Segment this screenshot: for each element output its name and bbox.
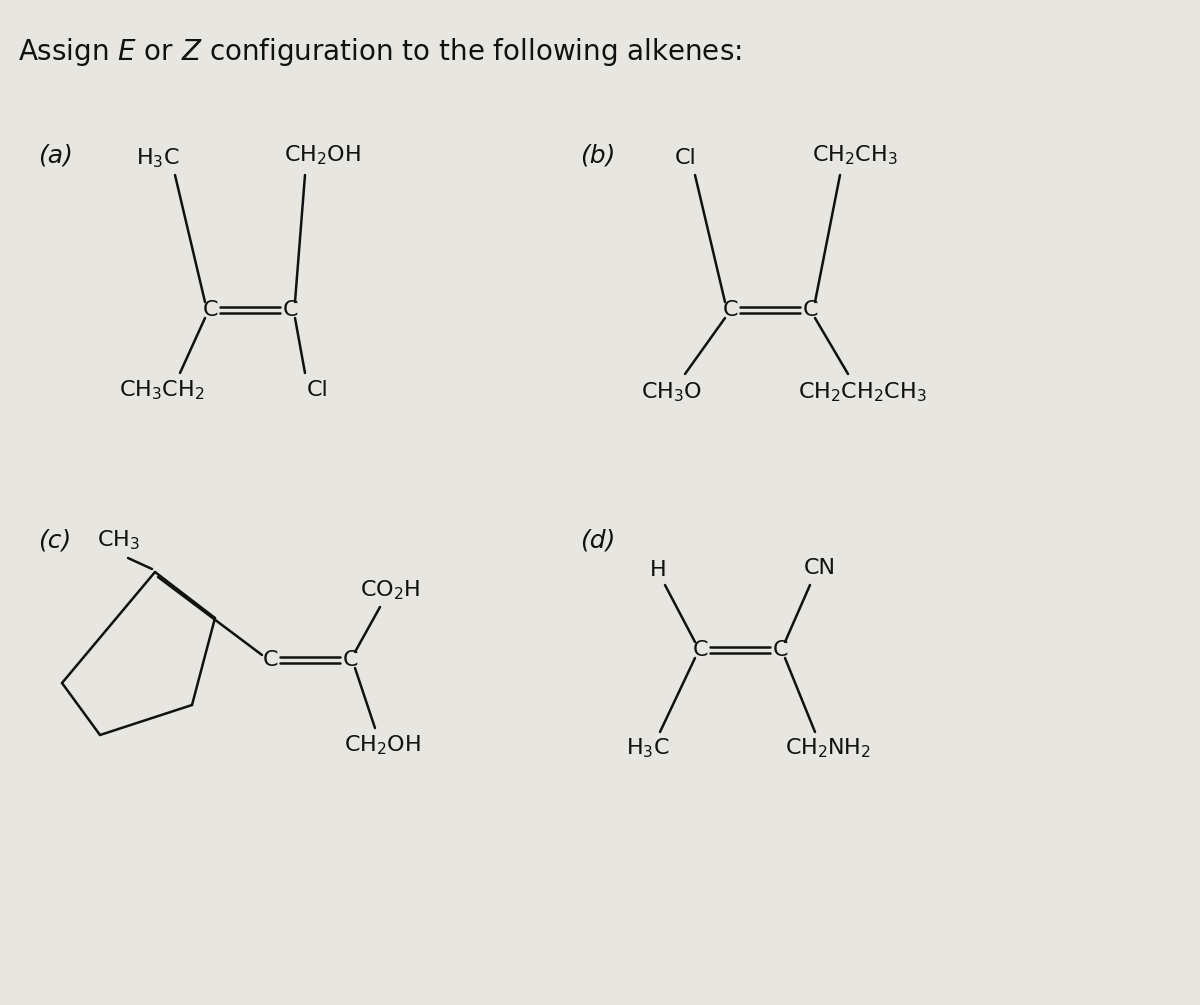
Text: CH$_3$O: CH$_3$O	[641, 380, 703, 404]
Text: Assign $E$ or $Z$ configuration to the following alkenes:: Assign $E$ or $Z$ configuration to the f…	[18, 36, 742, 68]
Text: (c): (c)	[38, 528, 71, 552]
Text: H: H	[649, 560, 666, 580]
Text: Cl: Cl	[307, 380, 329, 400]
Text: C: C	[722, 300, 738, 320]
Text: CH$_2$CH$_3$: CH$_2$CH$_3$	[812, 143, 898, 167]
Text: C: C	[342, 650, 358, 670]
Text: CH$_2$OH: CH$_2$OH	[283, 143, 360, 167]
Text: CO$_2$H: CO$_2$H	[360, 578, 420, 602]
Text: C: C	[263, 650, 277, 670]
Text: (b): (b)	[580, 143, 616, 167]
Text: CN: CN	[804, 558, 836, 578]
Text: (a): (a)	[38, 143, 73, 167]
Text: C: C	[773, 640, 787, 660]
Text: C: C	[203, 300, 217, 320]
Text: CH$_2$NH$_2$: CH$_2$NH$_2$	[785, 737, 871, 760]
Text: C: C	[803, 300, 817, 320]
Text: Cl: Cl	[676, 148, 697, 168]
Text: H$_3$C: H$_3$C	[626, 737, 670, 760]
Text: C: C	[282, 300, 298, 320]
Text: CH$_2$CH$_2$CH$_3$: CH$_2$CH$_2$CH$_3$	[798, 380, 926, 404]
Text: CH$_3$CH$_2$: CH$_3$CH$_2$	[119, 378, 205, 402]
Text: (d): (d)	[580, 528, 616, 552]
Text: H$_3$C: H$_3$C	[136, 146, 180, 170]
Text: CH$_3$: CH$_3$	[96, 529, 139, 552]
Text: CH$_2$OH: CH$_2$OH	[343, 734, 420, 757]
Text: C: C	[692, 640, 708, 660]
